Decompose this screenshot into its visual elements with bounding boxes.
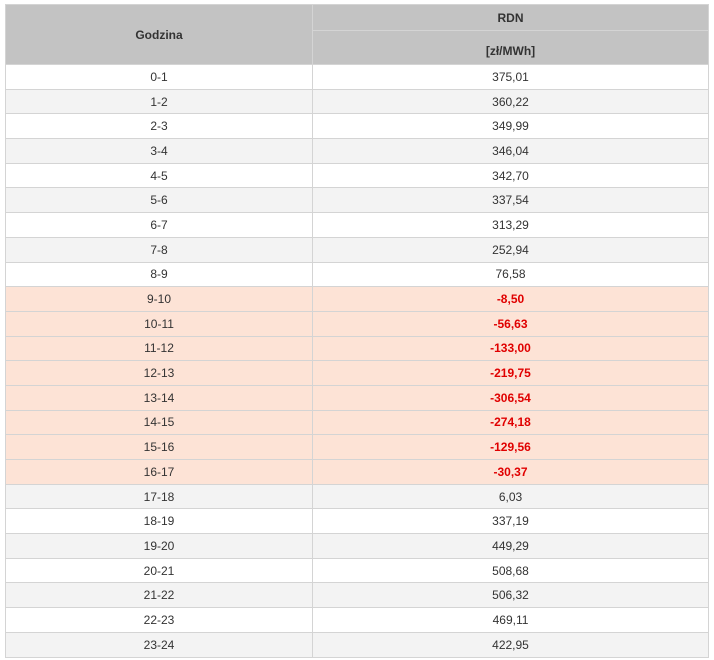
hour-cell: 7-8 [5,236,313,263]
price-cell: 6,03 [312,483,709,510]
hour-cell: 3-4 [5,138,313,164]
table-row: 8-9 76,58 [5,261,709,288]
hour-cell: 1-2 [5,88,313,115]
table-row-negative: 16-17 -30,37 [5,459,709,485]
hour-cell: 8-9 [5,261,313,288]
hour-cell: 16-17 [5,459,313,485]
table-row: 7-8 252,94 [5,236,709,263]
hour-cell: 5-6 [5,187,313,214]
price-cell: 349,99 [312,113,709,140]
table-row: 19-20 449,29 [5,533,709,559]
price-cell: -133,00 [312,335,709,362]
unit-header: [zł/MWh] [312,30,709,65]
table-row: 18-19 337,19 [5,508,709,535]
price-cell: 508,68 [312,557,709,584]
hour-cell: 17-18 [5,483,313,510]
table-row-negative: 12-13 -219,75 [5,360,709,386]
table-row: 5-6 337,54 [5,187,709,214]
hour-cell: 14-15 [5,409,313,436]
price-cell: -30,37 [312,459,709,485]
price-table-container: Godzina RDN [zł/MWh] 0-1 375,01 1-2 360,22 2… [5,4,709,658]
price-cell: 252,94 [312,236,709,263]
hour-cell: 0-1 [5,64,313,90]
price-cell: 337,19 [312,508,709,535]
price-cell: 449,29 [312,533,709,559]
price-cell: 76,58 [312,261,709,288]
hour-cell: 11-12 [5,335,313,362]
table-row-negative: 14-15 -274,18 [5,409,709,436]
price-cell: 422,95 [312,631,709,658]
hour-column-header: Godzina [5,4,313,65]
hour-cell: 13-14 [5,384,313,411]
hour-cell: 12-13 [5,360,313,386]
price-cell: -8,50 [312,286,709,312]
hour-cell: 2-3 [5,113,313,140]
table-header: Godzina RDN [zł/MWh] [5,4,709,65]
table-row-negative: 10-11 -56,63 [5,310,709,337]
hour-cell: 22-23 [5,607,313,633]
hour-cell: 4-5 [5,162,313,189]
hour-cell: 15-16 [5,434,313,460]
table-row: 4-5 342,70 [5,162,709,189]
table-row: 20-21 508,68 [5,557,709,584]
table-body: 0-1 375,01 1-2 360,22 2-3 349,99 3-4 346,04 4-5 3… [5,64,709,658]
hour-cell: 6-7 [5,212,313,238]
table-row: 3-4 346,04 [5,138,709,164]
price-cell: -274,18 [312,409,709,436]
price-cell: 342,70 [312,162,709,189]
table-row: 22-23 469,11 [5,607,709,633]
table-row: 1-2 360,22 [5,88,709,115]
rdn-column-header: RDN [312,4,709,31]
price-cell: 506,32 [312,582,709,609]
hour-cell: 19-20 [5,533,313,559]
table-row-negative: 11-12 -133,00 [5,335,709,362]
price-cell: -56,63 [312,310,709,337]
table-row: 17-18 6,03 [5,483,709,510]
table-row-negative: 13-14 -306,54 [5,384,709,411]
price-cell: 375,01 [312,64,709,90]
hour-cell: 20-21 [5,557,313,584]
price-cell: 346,04 [312,138,709,164]
hour-cell: 21-22 [5,582,313,609]
price-cell: -129,56 [312,434,709,460]
price-table: Godzina RDN [zł/MWh] 0-1 375,01 1-2 360,22 2… [5,4,709,658]
price-cell: 313,29 [312,212,709,238]
price-cell: -306,54 [312,384,709,411]
hour-cell: 10-11 [5,310,313,337]
price-cell: 469,11 [312,607,709,633]
table-row: 23-24 422,95 [5,631,709,658]
table-row-negative: 9-10 -8,50 [5,286,709,312]
hour-cell: 9-10 [5,286,313,312]
hour-cell: 23-24 [5,631,313,658]
table-row: 2-3 349,99 [5,113,709,140]
table-row: 0-1 375,01 [5,64,709,90]
price-cell: -219,75 [312,360,709,386]
price-cell: 337,54 [312,187,709,214]
table-row: 21-22 506,32 [5,582,709,609]
price-cell: 360,22 [312,88,709,115]
table-row: 6-7 313,29 [5,212,709,238]
hour-cell: 18-19 [5,508,313,535]
table-row-negative: 15-16 -129,56 [5,434,709,460]
